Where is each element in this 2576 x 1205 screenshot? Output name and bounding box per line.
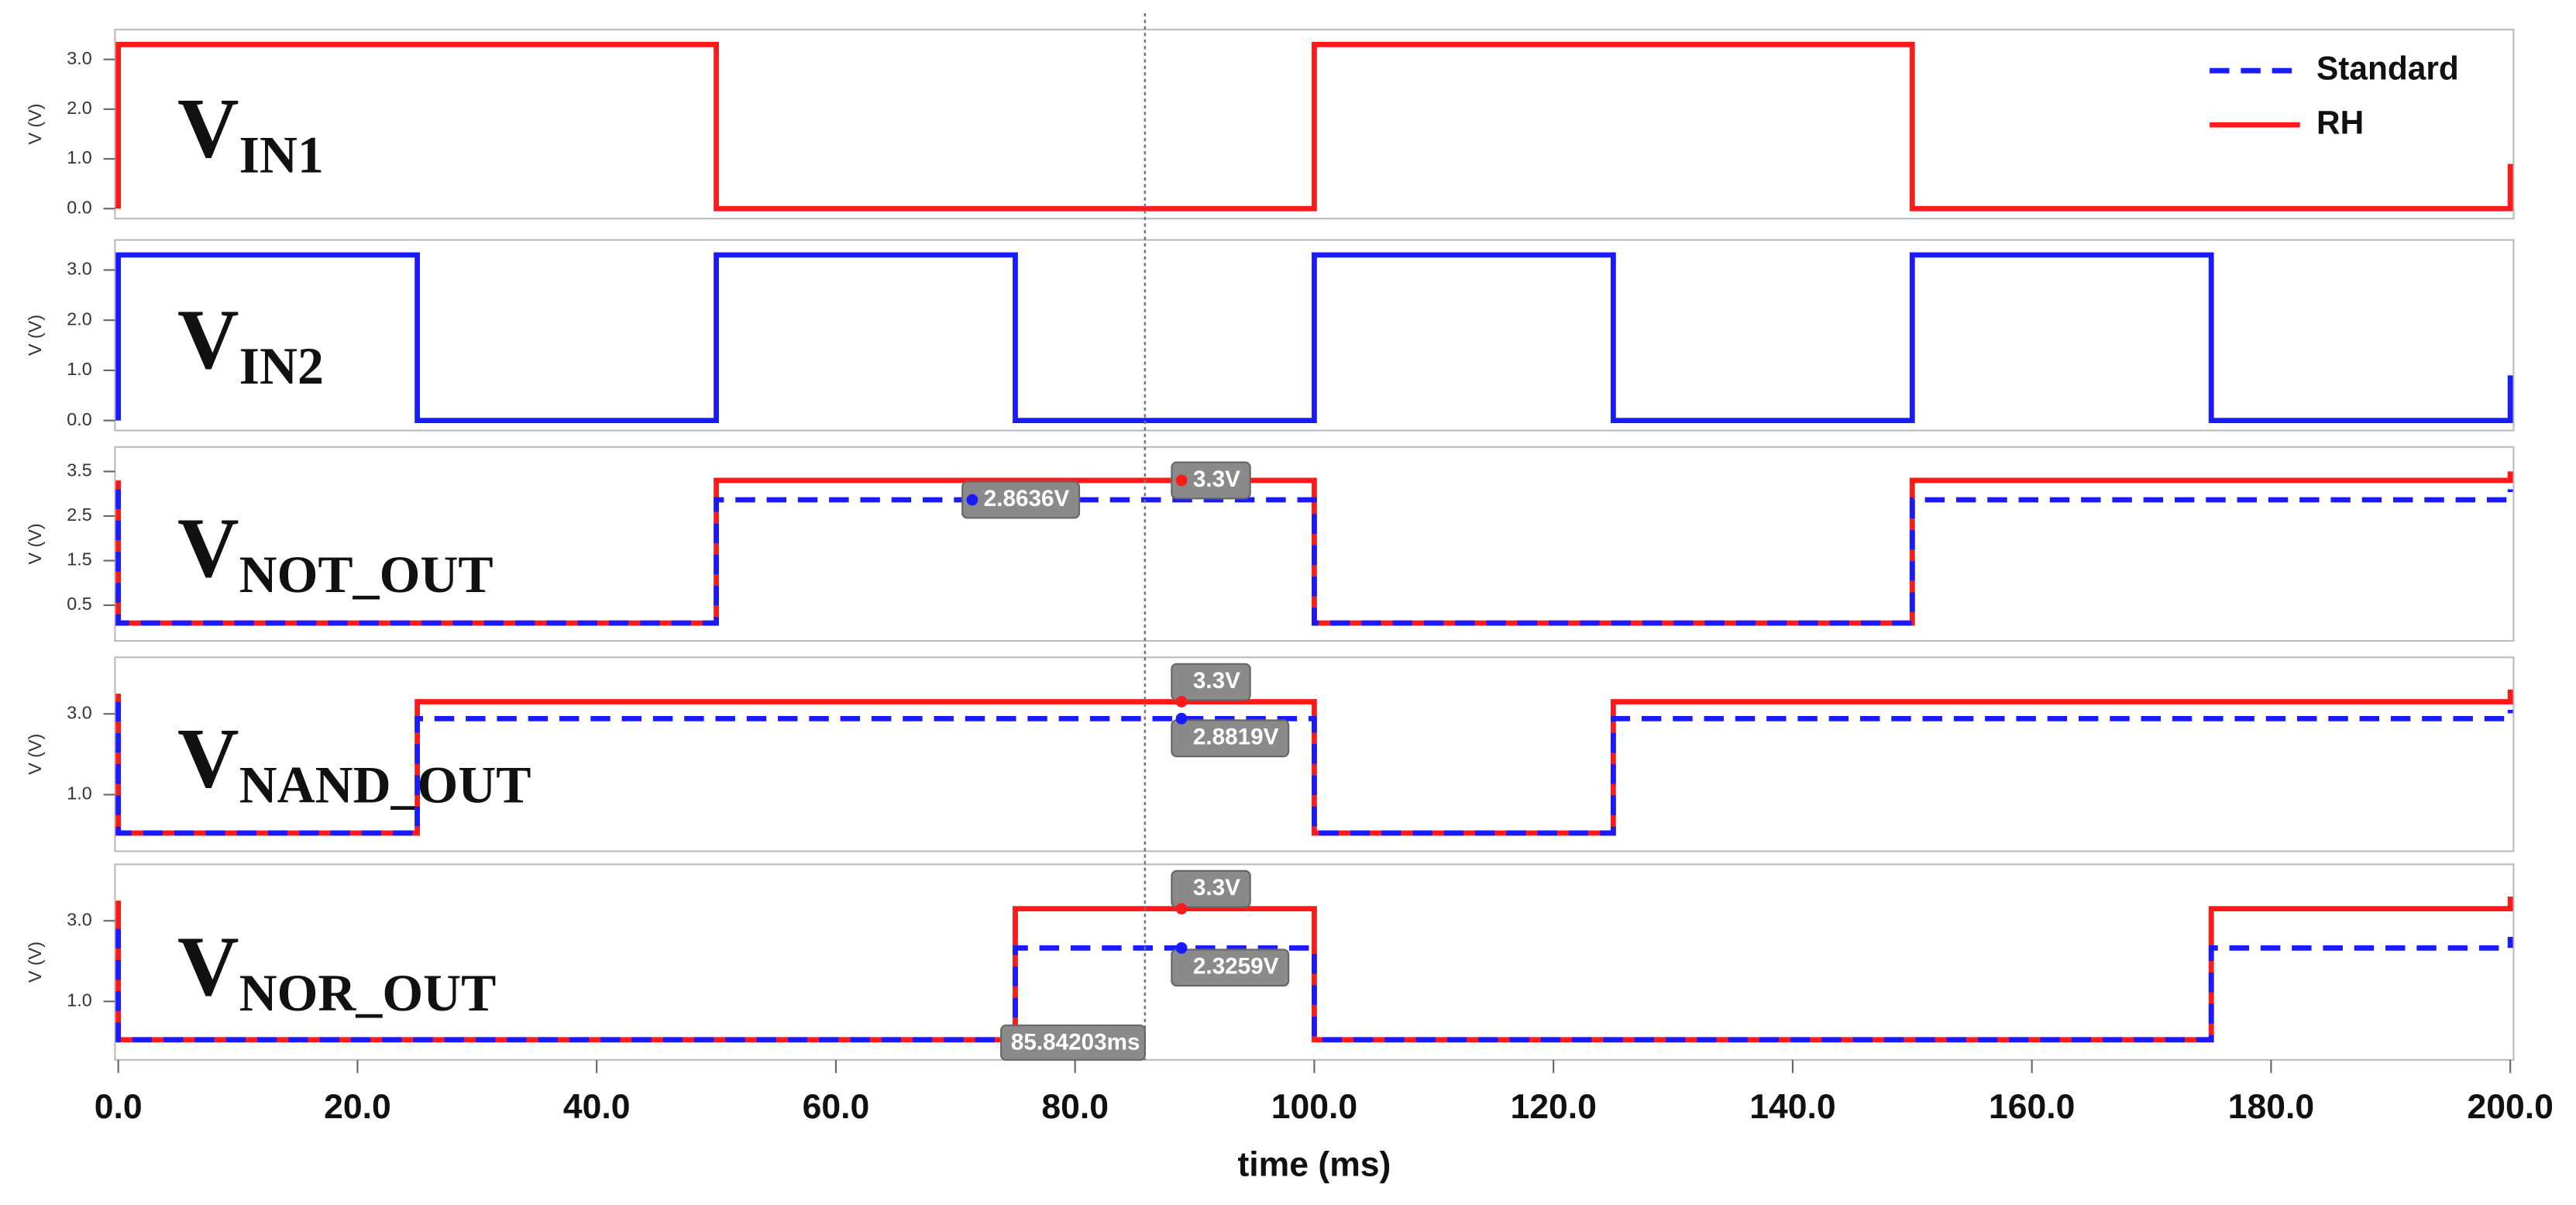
y-tick-label: 2.5	[67, 504, 91, 525]
annotation-point	[1175, 696, 1188, 708]
x-axis-label: time (ms)	[1237, 1145, 1391, 1183]
y-tick-label: 1.5	[67, 549, 91, 570]
y-tick-label: 0.0	[67, 409, 91, 429]
dashed-line	[115, 928, 2513, 1043]
line	[115, 897, 2513, 1043]
line	[115, 252, 2513, 424]
x-tick-label: 80.0	[1041, 1088, 1109, 1126]
y-axis-label: V (V)	[25, 942, 45, 983]
y-axis-label: V (V)	[25, 104, 45, 145]
legend-label: RH	[2316, 104, 2364, 140]
dashed-line	[115, 489, 2513, 626]
x-tick-label: 100.0	[1271, 1088, 1357, 1126]
panel-label-main: V	[177, 501, 239, 595]
cursor-box	[1000, 1024, 1146, 1061]
x-tick-label: 60.0	[803, 1088, 870, 1126]
y-tick-label: 3.0	[67, 702, 91, 722]
x-tick-label: 20.0	[324, 1088, 391, 1126]
x-tick-label: 160.0	[1989, 1088, 2075, 1126]
annotation-point	[966, 494, 978, 506]
panel-label-main: V	[177, 919, 239, 1014]
x-tick-label: 0.0	[95, 1088, 143, 1126]
panel-label-sub: NOT_OUT	[239, 546, 494, 604]
x-tick-label: 120.0	[1510, 1088, 1596, 1126]
annotation-label: 2.3259V	[1193, 954, 1279, 979]
panel-label-main: V	[177, 292, 239, 387]
annotation-label: 2.8819V	[1193, 725, 1279, 750]
y-tick-label: 3.0	[67, 909, 91, 929]
y-tick-label: 3.5	[67, 460, 91, 480]
annotation-box	[1171, 461, 1251, 500]
annotation-point	[1175, 474, 1188, 487]
y-tick-label: 3.0	[67, 48, 91, 68]
y-tick-label: 2.0	[67, 98, 91, 118]
annotation-box	[1171, 949, 1290, 987]
y-tick-label: 0.5	[67, 594, 91, 614]
x-tick-label: 140.0	[1749, 1088, 1835, 1126]
x-tick-label: 200.0	[2467, 1088, 2553, 1126]
line	[115, 42, 2513, 212]
y-tick-label: 2.0	[67, 308, 91, 329]
cursor-label: 85.84203ms	[1011, 1029, 1140, 1055]
y-axis-label: V (V)	[25, 734, 45, 775]
panel-label-main: V	[177, 711, 239, 806]
legend-label: Standard	[2316, 50, 2459, 86]
annotation-box	[1171, 869, 1251, 908]
y-axis-label: V (V)	[25, 315, 45, 356]
annotation-point	[1175, 712, 1188, 725]
annotation-point	[1175, 942, 1188, 954]
annotation-box	[961, 480, 1081, 519]
annotation-point	[1175, 903, 1188, 915]
panel-label-sub: IN2	[239, 337, 324, 395]
panel-frame	[114, 446, 2515, 642]
panel-label-sub: NAND_OUT	[239, 756, 531, 814]
y-tick-label: 1.0	[67, 783, 91, 804]
y-tick-label: 3.0	[67, 259, 91, 279]
dashed-line	[115, 701, 2513, 836]
panel-frame	[114, 239, 2515, 432]
y-tick-label: 1.0	[67, 147, 91, 167]
panel-frame	[114, 29, 2515, 220]
panel-frame	[114, 656, 2515, 852]
annotation-label: 2.8636V	[984, 486, 1070, 511]
annotation-label: 3.3V	[1193, 668, 1240, 694]
y-tick-label: 1.0	[67, 359, 91, 379]
y-tick-label: 1.0	[67, 990, 91, 1010]
panel-label-sub: IN1	[239, 126, 324, 184]
line	[115, 689, 2513, 836]
x-tick-label: 40.0	[563, 1088, 631, 1126]
panel-label-main: V	[177, 81, 239, 175]
x-tick-label: 180.0	[2228, 1088, 2314, 1126]
y-tick-label: 0.0	[67, 197, 91, 217]
annotation-box	[1171, 663, 1251, 701]
panel-label-sub: NOR_OUT	[239, 964, 497, 1022]
annotation-label: 3.3V	[1193, 875, 1240, 900]
y-axis-label: V (V)	[25, 523, 45, 564]
annotation-box	[1171, 719, 1290, 758]
annotation-label: 3.3V	[1193, 467, 1240, 492]
